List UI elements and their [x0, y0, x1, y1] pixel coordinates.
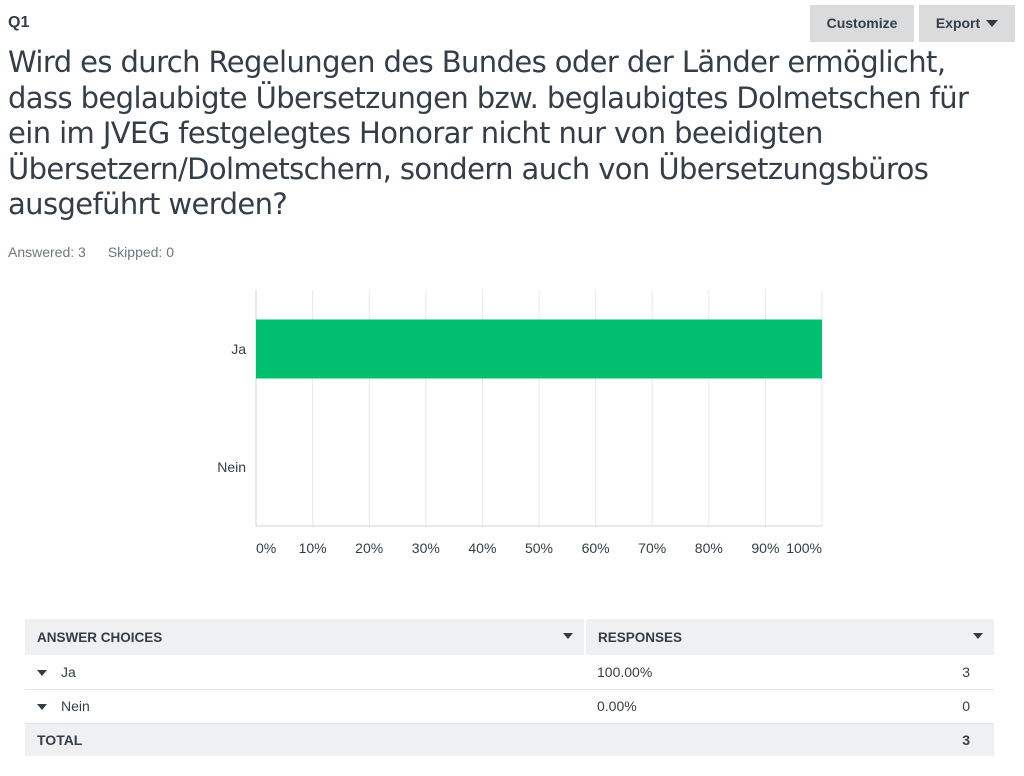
choice-label: Nein: [61, 698, 90, 714]
x-tick-label: 70%: [638, 540, 666, 556]
question-number: Q1: [8, 14, 30, 31]
count-cell: 3: [962, 663, 970, 680]
caret-down-icon: [986, 20, 999, 27]
x-tick-label: 30%: [412, 540, 440, 556]
responses-table: ANSWER CHOICES RESPONSES Ja 100.00% 3 Ne…: [25, 619, 994, 756]
count-cell: 0: [962, 698, 970, 714]
x-tick-label: 40%: [468, 540, 496, 556]
table-row: Nein 0.00% 0: [25, 689, 994, 723]
sort-caret-icon[interactable]: [563, 633, 573, 639]
total-count: 3: [962, 731, 970, 748]
choice-cell: Nein: [25, 689, 585, 723]
toolbar: Customize Export: [810, 5, 1015, 42]
sort-caret-icon[interactable]: [973, 633, 983, 639]
x-tick-label: 100%: [786, 540, 822, 556]
choice-cell: Ja: [25, 655, 585, 689]
x-tick-label: 60%: [582, 540, 610, 556]
x-tick-label: 90%: [751, 540, 779, 556]
choice-label: Ja: [61, 663, 76, 680]
answer-choices-header-label: ANSWER CHOICES: [37, 629, 163, 645]
bar-chart: Ja Nein 0% 10% 20% 30% 40% 50% 60% 70% 80% 90% 100%: [217, 290, 823, 556]
responses-header-label: RESPONSES: [598, 629, 683, 645]
total-spacer: [585, 723, 848, 756]
response-stats: Answered: 3 Skipped: 0: [8, 244, 174, 260]
table-row: Ja 100.00% 3: [25, 655, 994, 689]
question-text: Wird es durch Regelungen des Bundes oder…: [8, 45, 969, 221]
category-label: Nein: [217, 459, 246, 475]
total-row: TOTAL 3: [25, 723, 994, 756]
percent-cell: 100.00%: [597, 663, 653, 680]
bar-ja: [256, 319, 822, 379]
x-tick-label: 80%: [695, 540, 723, 556]
export-button[interactable]: Export: [919, 5, 1015, 42]
x-tick-label: 0%: [256, 540, 276, 556]
export-label: Export: [935, 15, 981, 31]
x-tick-label: 20%: [355, 540, 383, 556]
x-tick-label: 50%: [525, 540, 553, 556]
answered-count: Answered: 3: [8, 244, 86, 260]
answer-choices-header[interactable]: ANSWER CHOICES: [25, 619, 585, 655]
expand-caret-icon[interactable]: [37, 704, 47, 711]
category-label: Ja: [231, 341, 246, 357]
table-header-row: ANSWER CHOICES RESPONSES: [25, 619, 994, 655]
responses-header[interactable]: RESPONSES: [584, 619, 994, 655]
total-label: TOTAL: [37, 731, 83, 748]
customize-label: Customize: [826, 15, 898, 31]
percent-cell: 0.00%: [597, 698, 637, 714]
customize-button[interactable]: Customize: [810, 5, 914, 42]
x-tick-label: 10%: [299, 540, 327, 556]
skipped-count: Skipped: 0: [107, 244, 174, 260]
expand-caret-icon[interactable]: [37, 670, 47, 677]
